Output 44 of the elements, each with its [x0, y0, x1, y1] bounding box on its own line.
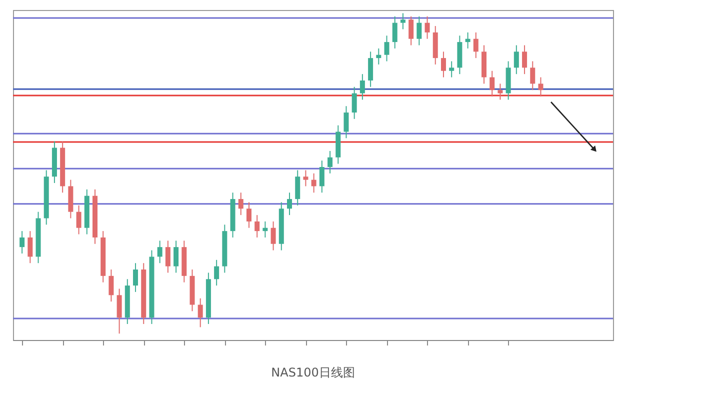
candlestick — [498, 83, 503, 100]
candlestick — [344, 106, 349, 139]
candlestick — [174, 240, 179, 274]
candlestick — [198, 298, 203, 328]
candlestick — [360, 74, 365, 100]
candlestick — [295, 170, 300, 206]
candlestick — [311, 172, 316, 194]
candlestick — [270, 220, 276, 251]
candlestick — [384, 35, 390, 62]
candlestick — [165, 240, 170, 274]
candlestick — [214, 259, 220, 286]
text: NAS100日线图 — [271, 366, 355, 380]
candlestick — [408, 16, 414, 46]
candlestick — [28, 230, 33, 264]
candlestick — [262, 220, 268, 238]
candlestick — [392, 16, 398, 49]
candlestick — [400, 12, 406, 30]
candlestick — [424, 16, 430, 40]
candlestick — [133, 262, 138, 292]
candlestick — [368, 51, 374, 88]
candlestick — [473, 32, 478, 59]
candlestick — [440, 51, 446, 78]
candlestick — [352, 86, 357, 120]
candlestick — [76, 204, 82, 235]
candlestick — [538, 76, 544, 98]
candlestick — [286, 192, 292, 216]
candlestick — [514, 44, 519, 75]
candlestick — [319, 160, 324, 194]
candlestick — [238, 192, 244, 216]
candlestick — [328, 150, 333, 174]
candlestick — [246, 202, 252, 228]
candlestick — [116, 288, 122, 334]
candlestick — [376, 48, 382, 65]
candlestick — [303, 170, 308, 187]
candlestick — [465, 32, 470, 49]
candlestick — [449, 60, 454, 78]
candlestick — [416, 16, 422, 46]
candlestick — [108, 269, 114, 302]
candlestick — [157, 240, 162, 264]
candlestick — [522, 44, 528, 75]
candlestick — [490, 70, 495, 98]
candlestick — [20, 230, 25, 254]
candlestick — [530, 60, 536, 91]
candlestick — [254, 214, 260, 238]
